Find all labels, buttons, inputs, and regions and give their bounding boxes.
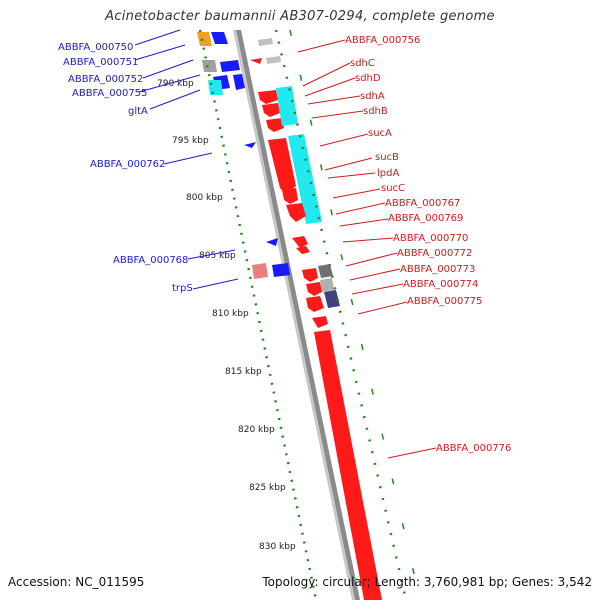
gc-track-right-outer <box>289 29 421 600</box>
gene-red-small <box>250 58 262 64</box>
genome-summary: Topology: circular; Length: 3,760,981 bp… <box>262 575 592 589</box>
gc-track-right <box>274 29 408 600</box>
gene-cyan <box>276 86 298 126</box>
gene-label: sdhD <box>355 73 381 84</box>
gene-red-long <box>314 330 382 600</box>
gene-gray-dark <box>318 264 333 278</box>
gene-label: ABBFA_000756 <box>345 35 420 46</box>
genome-backbone <box>236 30 360 600</box>
gene-label: ABBFA_000768 <box>113 255 188 266</box>
minus-strand-features <box>197 32 290 279</box>
gene-blue <box>233 74 245 90</box>
right-gene-labels: ABBFA_000756 sdhC sdhD sdhA sdhB sucA su… <box>345 35 511 454</box>
gene-gray-light <box>266 56 281 64</box>
gene-label: trpS <box>172 283 193 294</box>
gene-blue <box>220 60 240 72</box>
gene-label: sdhB <box>363 106 388 117</box>
scale-label: 825 kbp <box>249 483 286 493</box>
gene-gray <box>202 60 217 72</box>
gene-label: sucB <box>375 152 399 163</box>
gene-red <box>306 282 322 296</box>
gene-label: ABBFA_000772 <box>397 248 472 259</box>
gene-red <box>306 296 324 312</box>
scale-label: 800 kbp <box>186 193 223 203</box>
gene-navy <box>324 290 340 308</box>
scale-label: 810 kbp <box>212 309 249 319</box>
left-leaders <box>134 29 239 290</box>
gene-label: sdhA <box>360 91 385 102</box>
gene-label: ABBFA_000774 <box>403 279 478 290</box>
gene-red <box>258 90 278 104</box>
gene-label: sucC <box>381 183 405 194</box>
scale-label: 830 kbp <box>259 542 296 552</box>
gene-red <box>292 236 308 248</box>
scale-labels: 790 kbp 795 kbp 800 kbp 805 kbp 810 kbp … <box>157 79 296 552</box>
gene-label: ABBFA_000751 <box>63 57 138 68</box>
gene-label: ABBFA_000776 <box>436 443 511 454</box>
gene-label: ABBFA_000762 <box>90 159 165 170</box>
genome-backbone-shadow <box>233 30 355 600</box>
gene-blue-small <box>266 238 278 246</box>
gene-pink <box>252 263 268 279</box>
gene-label: gltA <box>128 106 148 117</box>
gene-blue-small <box>244 142 256 148</box>
gene-red <box>302 268 318 282</box>
right-leaders <box>297 39 437 459</box>
gene-label: ABBFA_000775 <box>407 296 482 307</box>
gene-red <box>312 316 328 328</box>
gene-blue <box>272 263 290 277</box>
gene-red <box>268 138 296 194</box>
gene-label: ABBFA_000770 <box>393 233 468 244</box>
gene-red <box>266 118 284 132</box>
map-title: Acinetobacter baumannii AB307-0294, comp… <box>105 9 495 24</box>
gene-gray-light <box>258 38 273 46</box>
plus-strand-features <box>250 58 382 600</box>
gene-label: ABBFA_000752 <box>68 74 143 85</box>
gene-red <box>286 203 306 222</box>
gene-blue <box>211 32 228 44</box>
gene-label: lpdA <box>377 168 399 179</box>
scale-label: 795 kbp <box>172 136 209 146</box>
scale-label: 820 kbp <box>238 425 275 435</box>
scale-label: 815 kbp <box>225 367 262 377</box>
gene-label: ABBFA_000769 <box>388 213 463 224</box>
gene-label: sdhC <box>350 58 375 69</box>
left-gene-labels: ABBFA_000750 ABBFA_000751 ABBFA_000752 A… <box>58 42 193 294</box>
gene-label: ABBFA_000755 <box>72 88 147 99</box>
scale-label: 805 kbp <box>199 251 236 261</box>
gene-gray <box>320 278 334 292</box>
gene-orange <box>197 32 212 46</box>
gene-cyan <box>288 134 322 224</box>
gene-cyan <box>208 80 223 95</box>
scale-label: 790 kbp <box>157 79 194 89</box>
accession-text: Accession: NC_011595 <box>8 575 145 589</box>
gene-label: sucA <box>368 128 392 139</box>
gene-red <box>282 188 298 204</box>
gene-label: ABBFA_000767 <box>385 198 460 209</box>
gene-red <box>262 103 280 117</box>
gene-label: ABBFA_000773 <box>400 264 475 275</box>
gene-red <box>296 246 310 254</box>
gene-label: ABBFA_000750 <box>58 42 133 53</box>
